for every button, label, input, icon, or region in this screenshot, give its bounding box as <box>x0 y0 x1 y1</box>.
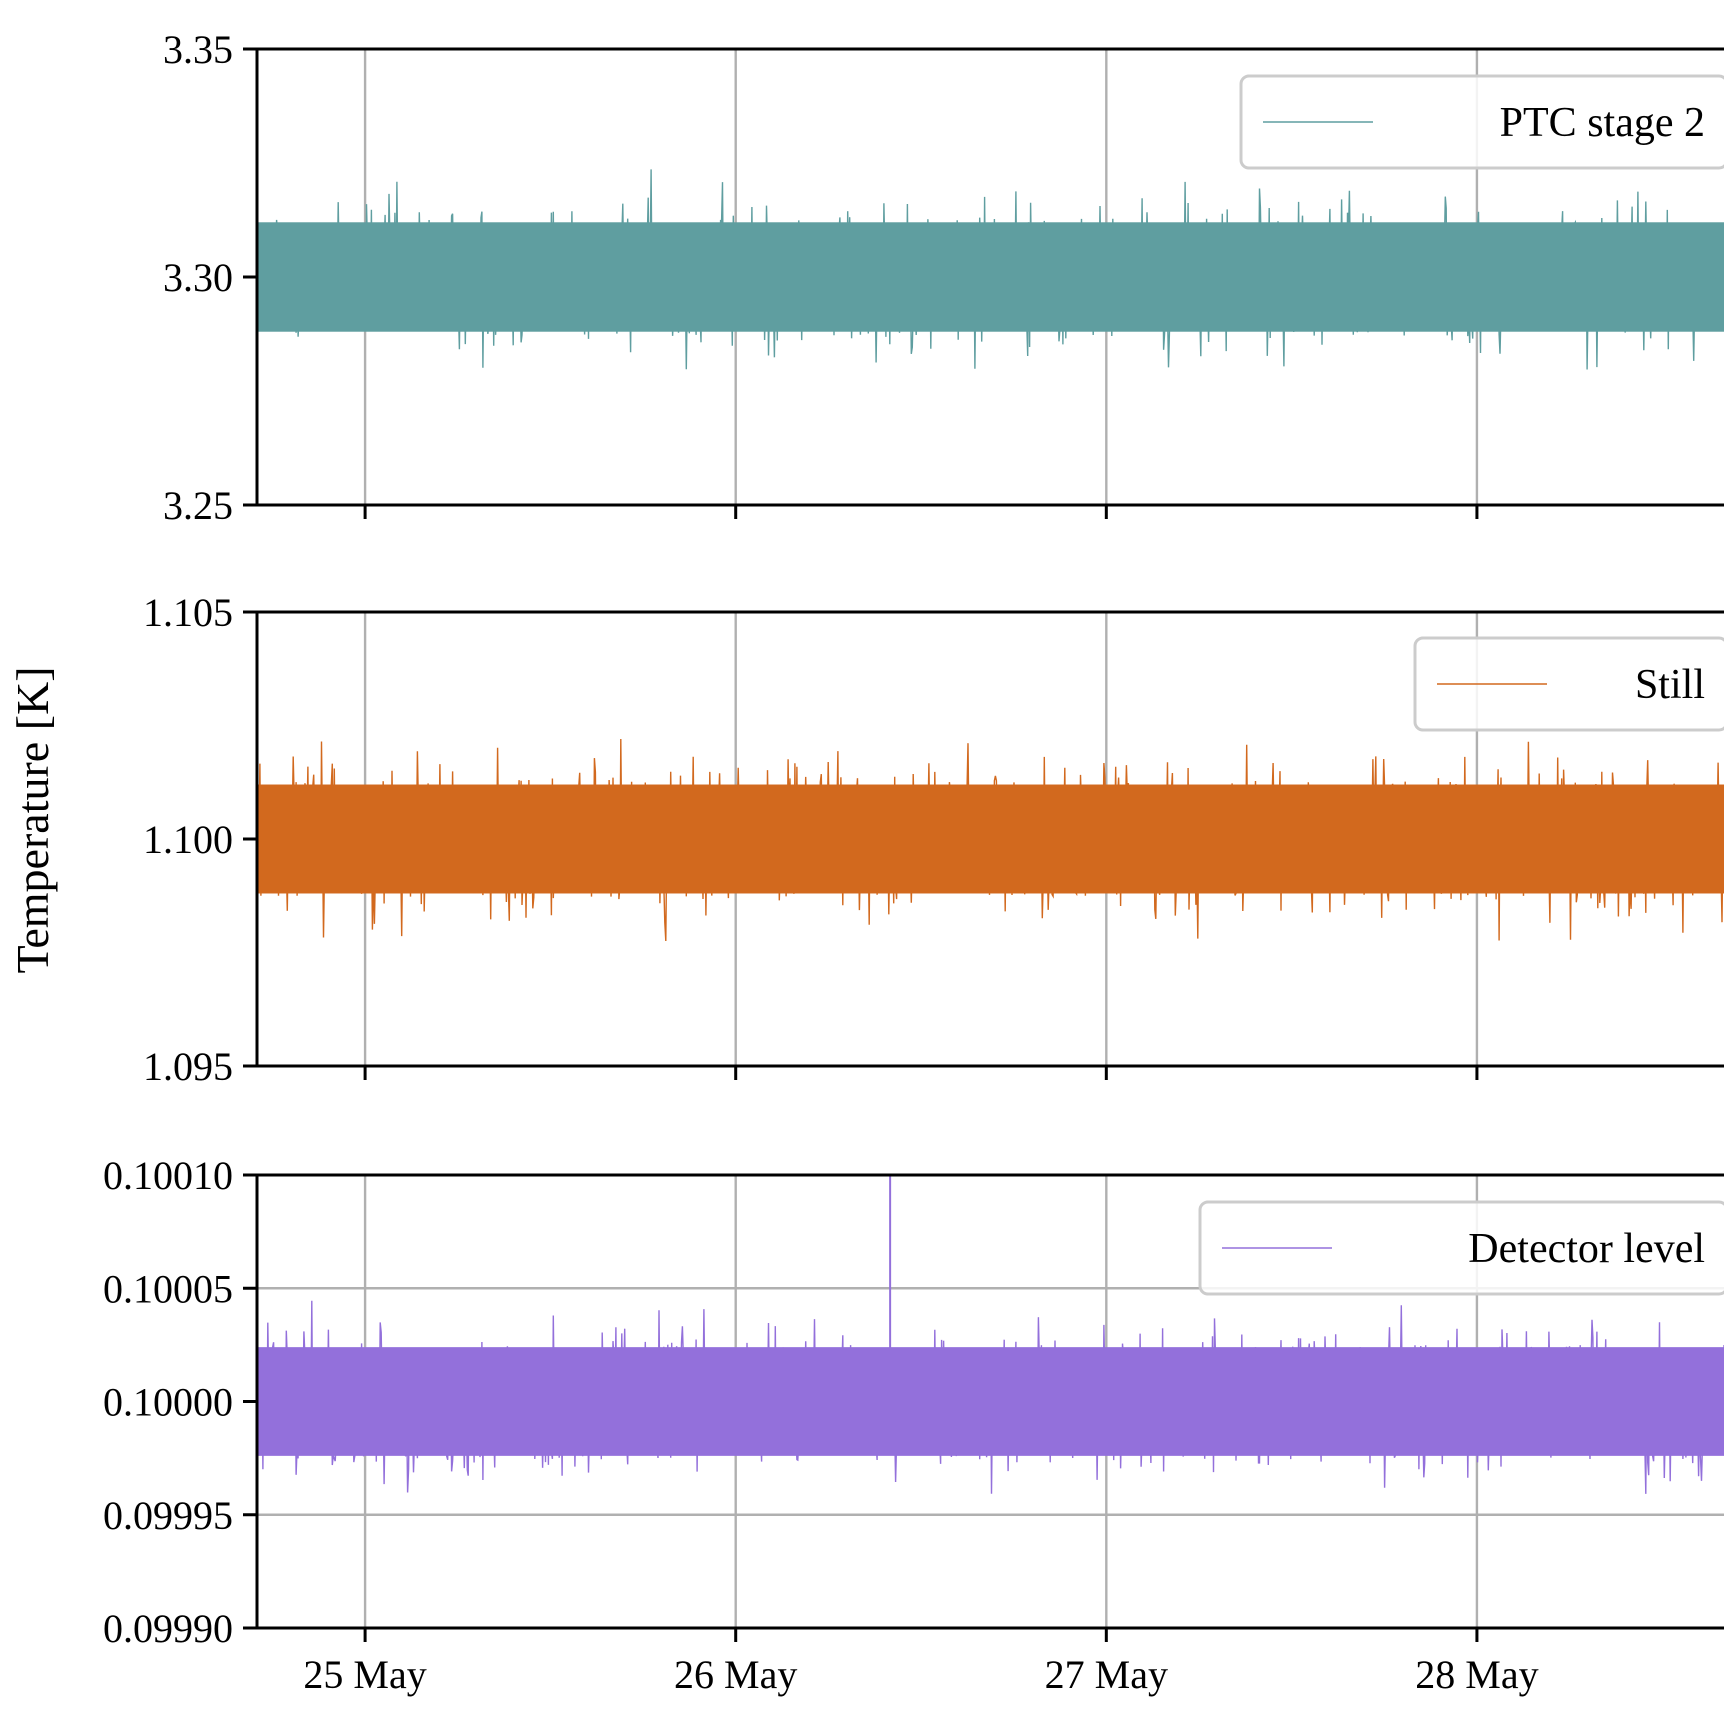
y-tick-label: 0.10005 <box>103 1266 233 1311</box>
y-axis-label: Temperature [K] <box>7 666 58 973</box>
legend: PTC stage 2 <box>1239 74 1724 170</box>
legend-label: Still <box>1635 662 1705 708</box>
x-tick-label: 25 May <box>303 1652 426 1697</box>
y-tick-label: 0.09990 <box>103 1606 233 1651</box>
x-tick-label: 26 May <box>674 1652 797 1697</box>
y-tick-label: 0.10000 <box>103 1380 233 1425</box>
legend: Detector level <box>1198 1200 1724 1296</box>
y-tick-label: 0.10010 <box>103 1153 233 1198</box>
y-tick-label: 1.095 <box>143 1044 233 1089</box>
series-band <box>257 1347 1724 1456</box>
legend-box <box>1239 74 1724 170</box>
y-tick-label: 1.105 <box>143 590 233 635</box>
panel-2: 1.095 1.100 1.105 Still <box>143 590 1724 1089</box>
legend-label: Detector level <box>1468 1226 1705 1272</box>
x-tick-label: 28 May <box>1415 1652 1538 1697</box>
panel-3: 0.09990 0.09995 0.10000 0.10005 0.10010 25 Ma… <box>103 1153 1724 1697</box>
y-tick-label: 3.30 <box>163 255 233 300</box>
x-tick-label: 27 May <box>1045 1652 1168 1697</box>
panel-1: 3.25 3.30 3.35 PTC stage 2 <box>163 27 1724 528</box>
legend-label: PTC stage 2 <box>1500 100 1705 146</box>
legend-box <box>1413 636 1724 732</box>
legend: Still <box>1413 636 1724 732</box>
y-tick-label: 0.09995 <box>103 1493 233 1538</box>
series-band <box>257 222 1724 332</box>
series-band <box>257 784 1724 894</box>
y-tick-label: 1.100 <box>143 817 233 862</box>
y-tick-label: 3.25 <box>163 483 233 528</box>
legend-box <box>1198 1200 1724 1296</box>
y-tick-label: 3.35 <box>163 27 233 72</box>
